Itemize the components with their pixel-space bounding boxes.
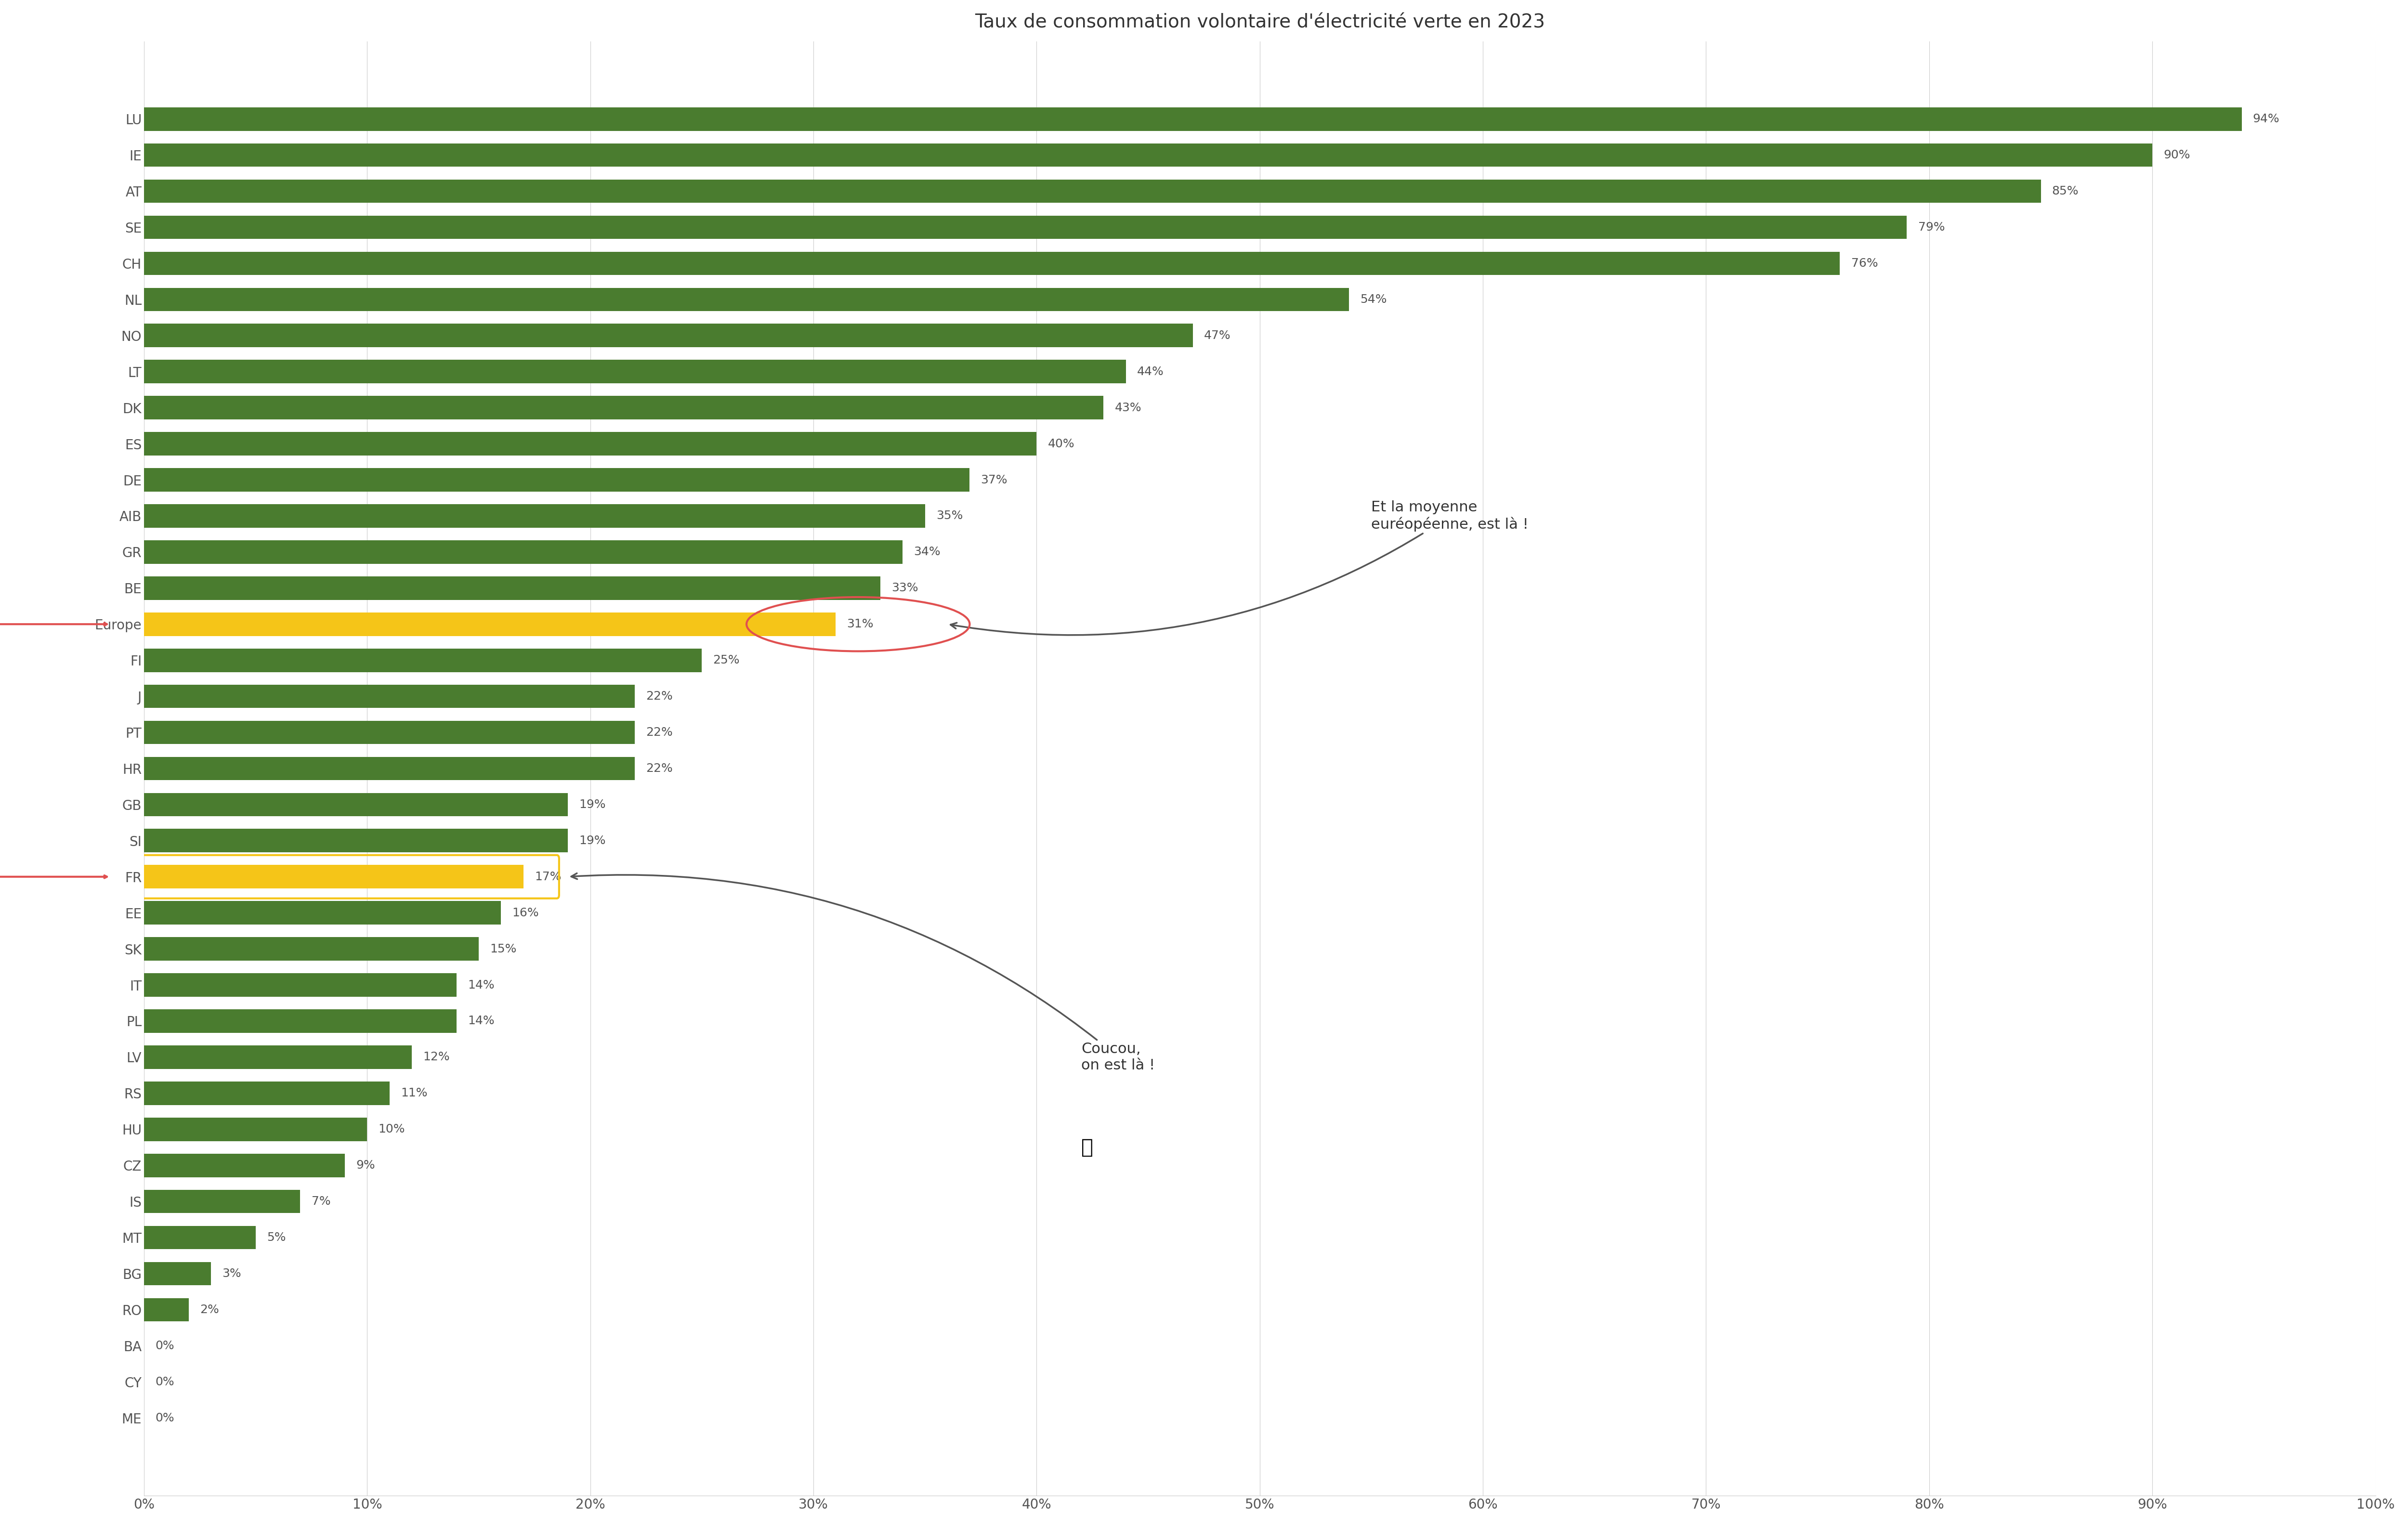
Text: 0%: 0%: [154, 1340, 173, 1351]
Bar: [144, 540, 903, 564]
Bar: [144, 215, 1907, 239]
Bar: [144, 505, 925, 528]
Text: 15%: 15%: [489, 942, 518, 955]
Bar: [144, 1190, 301, 1214]
Bar: [144, 396, 1103, 419]
Text: 0%: 0%: [154, 1412, 173, 1424]
Text: 14%: 14%: [467, 979, 494, 991]
Text: 19%: 19%: [580, 799, 607, 810]
Text: 94%: 94%: [2254, 113, 2280, 125]
Text: 37%: 37%: [980, 474, 1007, 485]
Bar: [144, 107, 2242, 131]
Title: Taux de consommation volontaire d'électricité verte en 2023: Taux de consommation volontaire d'électr…: [975, 14, 1546, 32]
Bar: [144, 721, 636, 744]
Text: 🔍: 🔍: [1081, 1138, 1093, 1157]
Text: 54%: 54%: [1361, 294, 1387, 305]
Bar: [144, 1010, 458, 1032]
Bar: [144, 938, 479, 961]
Text: 33%: 33%: [891, 583, 917, 593]
Bar: [144, 1046, 412, 1069]
Text: Coucou,
on est là !: Coucou, on est là !: [571, 874, 1156, 1072]
Bar: [144, 288, 1348, 311]
Text: 0%: 0%: [154, 1376, 173, 1388]
Bar: [144, 1261, 212, 1286]
Text: 85%: 85%: [2052, 186, 2078, 197]
Text: 19%: 19%: [580, 834, 607, 846]
Bar: [144, 360, 1127, 383]
Text: 22%: 22%: [645, 762, 672, 775]
Text: 5%: 5%: [267, 1232, 287, 1243]
Text: 12%: 12%: [424, 1051, 450, 1063]
Bar: [144, 613, 836, 636]
Bar: [144, 793, 568, 816]
Text: 7%: 7%: [311, 1196, 330, 1208]
Bar: [144, 432, 1035, 456]
Bar: [144, 865, 523, 889]
Text: 9%: 9%: [356, 1159, 376, 1171]
Text: 90%: 90%: [2162, 149, 2191, 162]
Text: 31%: 31%: [848, 619, 874, 630]
Bar: [144, 468, 970, 491]
Bar: [144, 756, 636, 781]
Bar: [144, 1298, 188, 1322]
Text: 76%: 76%: [1852, 258, 1878, 268]
Text: 2%: 2%: [200, 1304, 219, 1316]
Text: 47%: 47%: [1204, 329, 1230, 342]
Text: 44%: 44%: [1137, 366, 1163, 377]
Text: 40%: 40%: [1047, 438, 1074, 450]
Bar: [144, 1226, 255, 1249]
Bar: [144, 901, 501, 924]
Text: 17%: 17%: [535, 871, 561, 883]
Bar: [144, 648, 701, 673]
Bar: [144, 973, 458, 997]
Text: 25%: 25%: [713, 654, 739, 666]
Text: 22%: 22%: [645, 726, 672, 738]
Bar: [144, 1154, 344, 1177]
Text: 14%: 14%: [467, 1016, 494, 1026]
Text: 35%: 35%: [937, 511, 963, 522]
Text: Et la moyenne
euréopéenne, est là !: Et la moyenne euréopéenne, est là !: [951, 500, 1529, 634]
Bar: [144, 252, 1840, 274]
Text: 79%: 79%: [1919, 221, 1946, 233]
Text: 3%: 3%: [222, 1267, 241, 1279]
Text: 34%: 34%: [915, 546, 942, 558]
Text: 10%: 10%: [378, 1124, 405, 1135]
Text: 11%: 11%: [400, 1087, 426, 1100]
Bar: [144, 323, 1192, 348]
Text: 16%: 16%: [513, 907, 539, 918]
Bar: [144, 143, 2153, 166]
Text: 43%: 43%: [1115, 403, 1141, 413]
Text: 22%: 22%: [645, 691, 672, 702]
Bar: [144, 1118, 366, 1141]
Bar: [144, 1081, 390, 1106]
Bar: [144, 830, 568, 852]
Bar: [144, 685, 636, 708]
Bar: [144, 576, 881, 599]
Bar: [144, 180, 2042, 203]
